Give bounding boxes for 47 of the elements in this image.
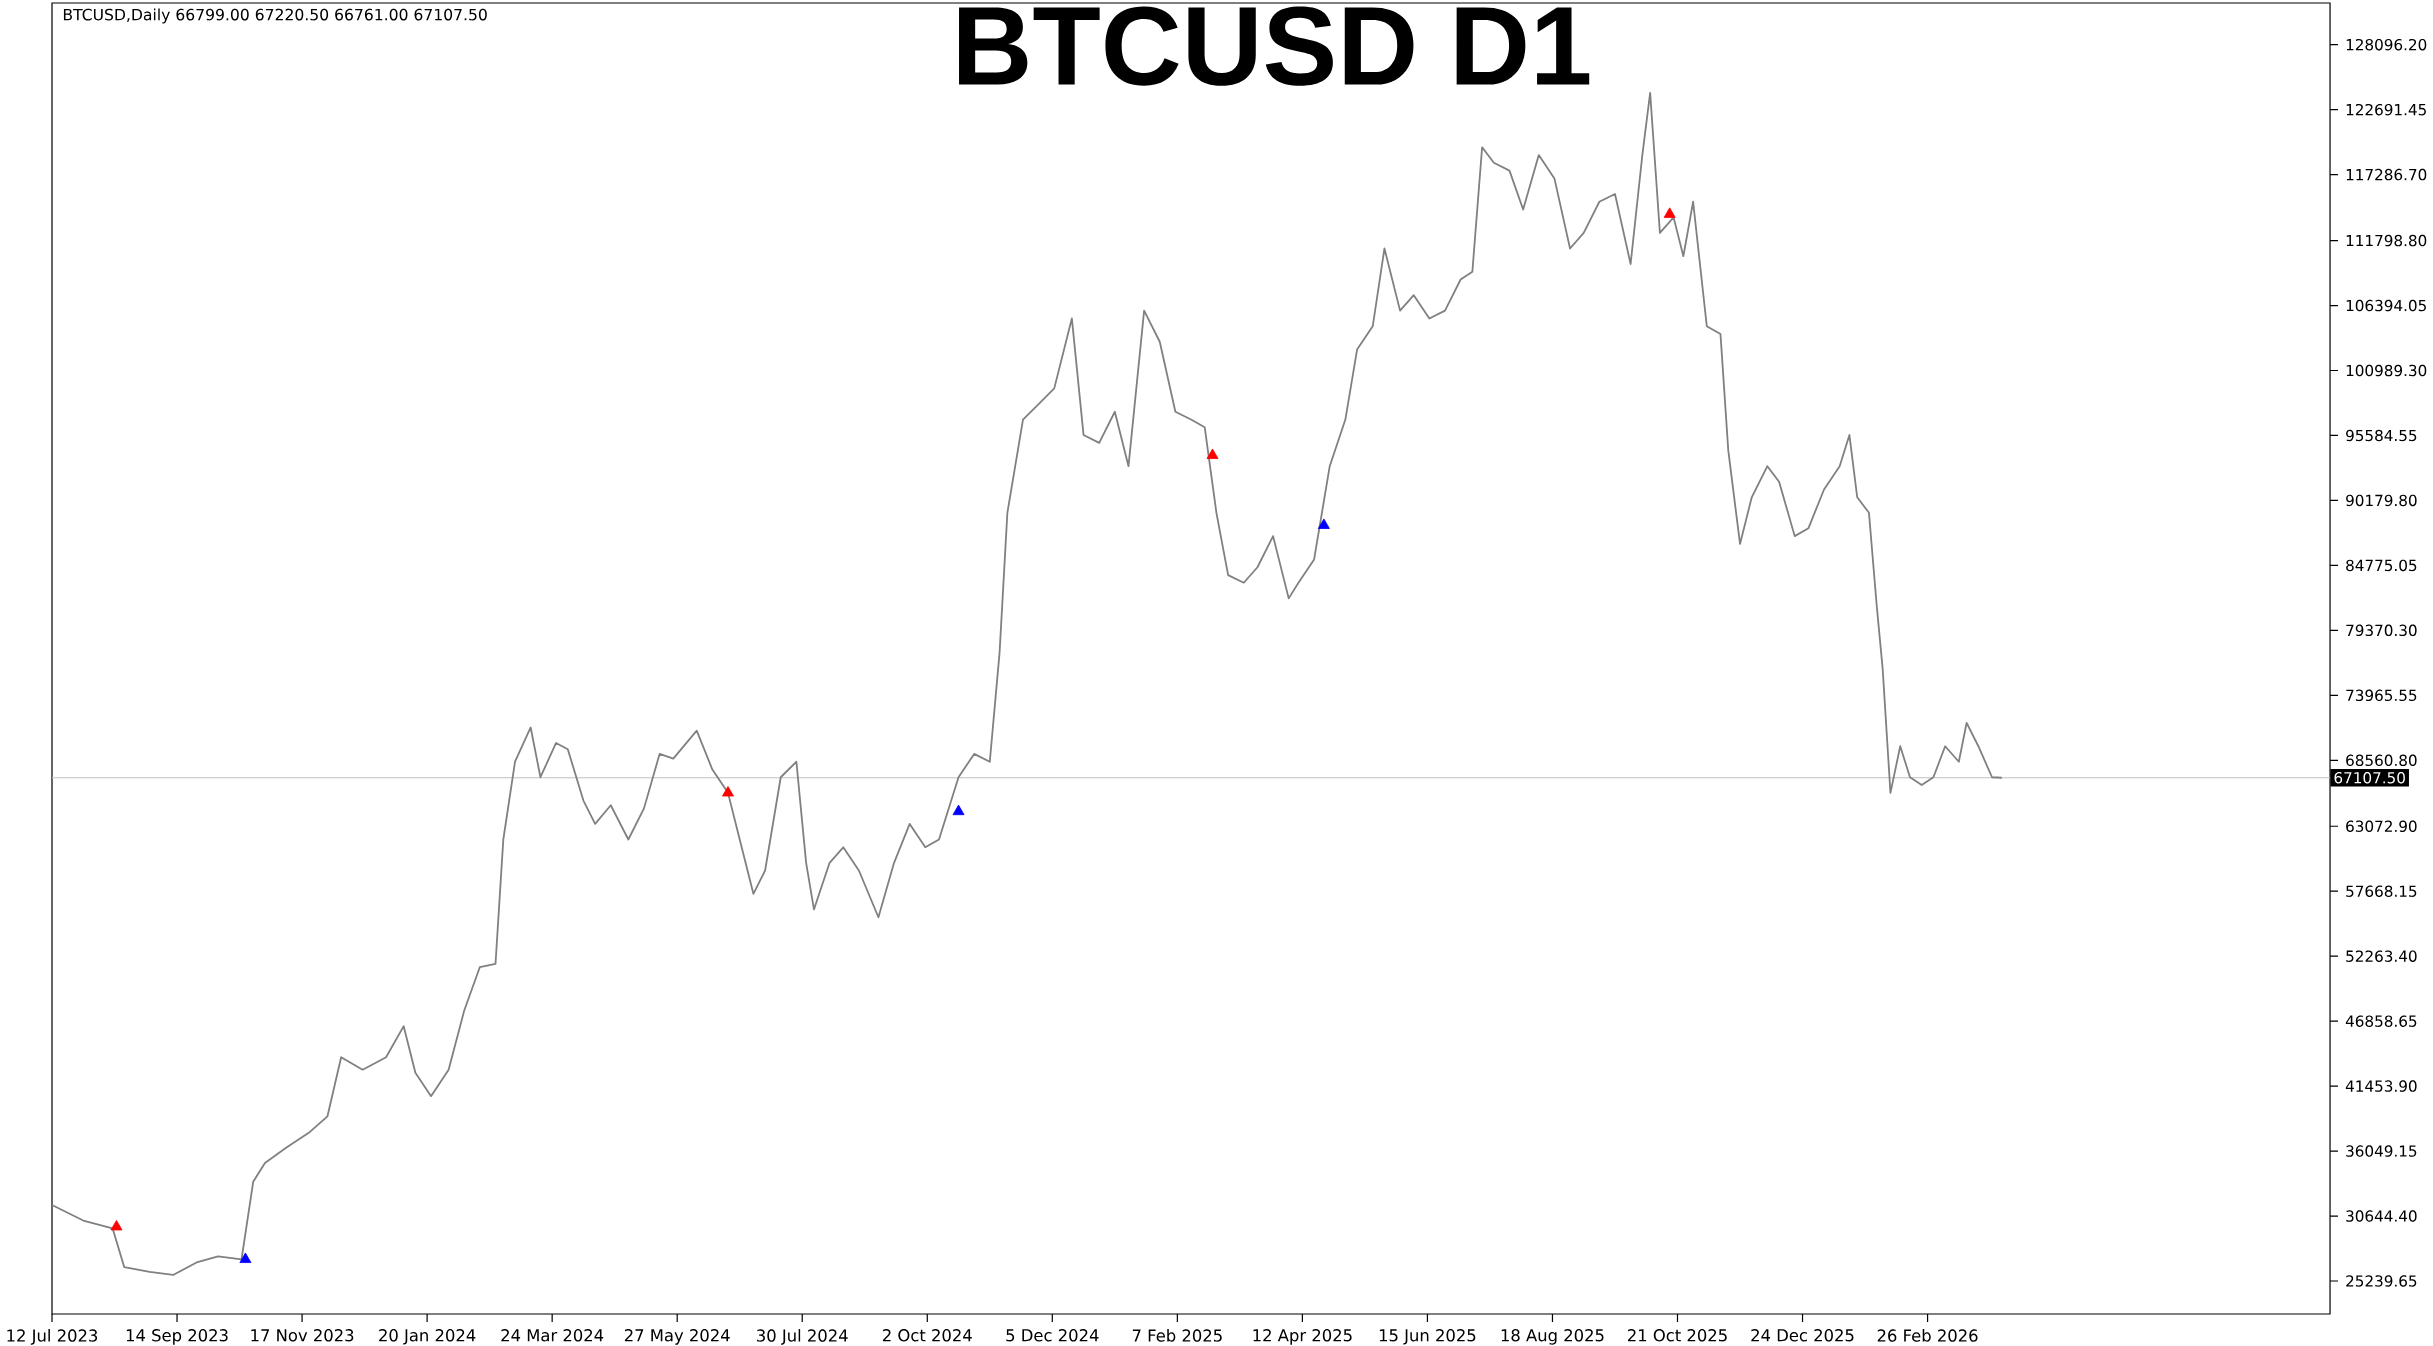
x-tick-label: 24 Dec 2025 [1751,1329,1854,1342]
point [1663,207,1676,218]
x-tick-label: 2 Oct 2024 [882,1329,972,1342]
x-tick-label: 20 Jan 2024 [379,1329,476,1345]
y-tick-label: 63072.90 [2346,820,2417,832]
x-tick-label: 26 Feb 2026 [1877,1329,1978,1342]
x-tick-label: 21 Oct 2025 [1627,1329,1727,1342]
y-tick-label: 52263.40 [2346,950,2417,962]
x-tick-label: 24 Mar 2024 [501,1329,604,1342]
y-tick-label: 111798.80 [2346,234,2427,247]
y-tick-label: 57668.15 [2346,885,2417,897]
x-tick-label: 17 Nov 2023 [251,1329,354,1342]
x-tick-label: 12 Jul 2023 [7,1329,98,1345]
y-tick-label: 68560.80 [2346,754,2417,767]
ref-line-label: 67107.50 [2334,772,2405,784]
x-tick-label: 30 Jul 2024 [757,1329,848,1345]
y-tick-label: 100989.30 [2346,364,2427,377]
point [1317,518,1330,529]
y-tick-label: 90179.80 [2346,494,2417,507]
point [1206,448,1219,459]
y-tick-label: 128096.20 [2346,38,2427,51]
point [952,804,965,816]
x-tick-label: 18 Aug 2025 [1501,1329,1604,1345]
y-tick-label: 117286.70 [2346,168,2427,181]
x-tick-label: 15 Jun 2025 [1379,1329,1476,1345]
y-tick-label: 36049.15 [2346,1145,2417,1157]
x-tick-label: 5 Dec 2024 [1006,1329,1099,1342]
annotation: BTCUSD,Daily 66799.00 67220.50 66761.00 67107.50 [63,8,487,24]
x-tick-label: 27 May 2024 [624,1329,730,1345]
y-tick-label: 30644.40 [2346,1210,2417,1222]
y-tick-label: 106394.05 [2346,299,2426,312]
line-series [51,91,2003,1276]
y-tick-label: 25239.65 [2346,1275,2417,1287]
y-tick-label: 41453.90 [2345,1080,2417,1092]
y-tick-label: 46858.65 [2345,1015,2417,1027]
point [239,1252,252,1263]
point [110,1219,123,1231]
y-tick-label: 84775.05 [2346,559,2417,572]
x-tick-label: 14 Sep 2023 [126,1329,228,1345]
y-tick-label: 122691.45 [2346,103,2426,116]
chart-title: BTCUSD D1 [959,6,1590,86]
point [722,786,734,797]
y-tick-label: 73965.55 [2346,689,2417,702]
y-tick-label: 79370.30 [2346,624,2417,637]
x-tick-label: 12 Apr 2025 [1253,1329,1352,1345]
y-tick-label: 95584.55 [2346,429,2417,442]
x-tick-label: 7 Feb 2025 [1132,1329,1222,1342]
